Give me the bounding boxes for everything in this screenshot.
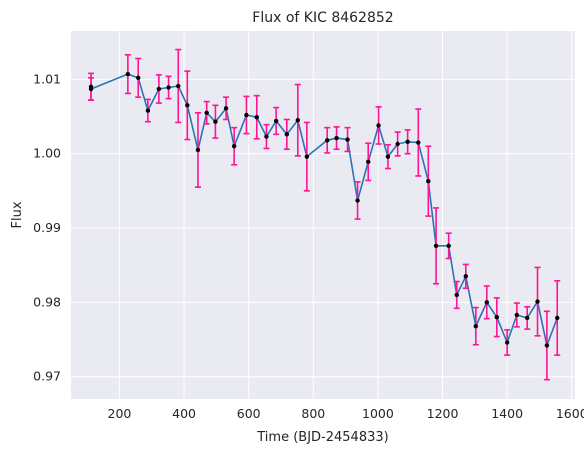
data-point <box>273 118 279 124</box>
data-point <box>204 110 209 115</box>
data-point <box>426 178 431 184</box>
data-point <box>136 75 141 81</box>
data-point <box>254 115 259 120</box>
data-point <box>446 243 451 249</box>
data-point <box>524 315 530 321</box>
data-point <box>325 138 330 143</box>
y-tick-label: 1.01 <box>33 71 61 86</box>
data-point <box>195 147 201 153</box>
y-tick-label: 0.97 <box>33 369 61 384</box>
data-point <box>345 137 350 142</box>
data-point <box>125 71 131 77</box>
data-point <box>416 140 421 145</box>
data-point <box>535 299 540 304</box>
data-point <box>514 312 520 318</box>
data-point <box>244 112 249 118</box>
data-point <box>376 123 381 128</box>
data-point <box>156 86 162 92</box>
x-axis-label: Time (BJD-2454833) <box>256 430 388 445</box>
data-point <box>145 108 151 113</box>
y-tick-labels: 0.97 0.98 0.99 1.00 1.01 <box>33 71 61 383</box>
y-tick-label: 0.98 <box>33 294 61 309</box>
data-point <box>454 292 459 298</box>
x-tick-label: 1000 <box>362 406 394 421</box>
y-tick-label: 1.00 <box>33 146 61 161</box>
data-point <box>433 243 439 249</box>
data-point <box>223 106 229 111</box>
data-point <box>405 139 410 144</box>
data-point <box>494 315 500 320</box>
x-tick-label: 1400 <box>491 406 523 421</box>
x-tick-label: 400 <box>172 406 196 421</box>
x-tick-label: 1600 <box>556 406 584 421</box>
x-tick-label: 800 <box>301 406 325 421</box>
data-points <box>88 71 560 348</box>
data-point <box>284 132 290 137</box>
x-tick-label: 600 <box>237 406 261 421</box>
data-point <box>463 274 468 279</box>
x-tick-label: 1200 <box>427 406 459 421</box>
data-point <box>213 119 218 124</box>
y-tick-label: 0.99 <box>33 220 61 235</box>
data-point <box>355 198 360 203</box>
data-point <box>366 159 371 165</box>
data-point <box>473 323 479 329</box>
data-point <box>88 86 94 92</box>
data-point <box>304 154 310 159</box>
chart-title: Flux of KIC 8462852 <box>252 10 393 26</box>
data-point <box>544 343 550 348</box>
data-point <box>264 134 269 139</box>
grid-lines <box>71 31 575 399</box>
data-point <box>185 103 190 108</box>
data-point <box>295 118 300 123</box>
data-point <box>166 85 171 90</box>
data-point <box>504 340 510 345</box>
data-point <box>231 144 237 149</box>
x-tick-labels: 200 400 600 800 1000 1200 1400 1600 <box>108 406 584 421</box>
x-tick-label: 200 <box>108 406 132 421</box>
data-point <box>334 135 339 141</box>
data-point <box>176 83 181 89</box>
data-point <box>555 315 560 321</box>
plot-area <box>71 31 575 399</box>
data-point <box>395 141 400 147</box>
data-point <box>484 300 489 305</box>
data-point <box>385 154 391 159</box>
y-axis-label: Flux <box>10 201 25 228</box>
